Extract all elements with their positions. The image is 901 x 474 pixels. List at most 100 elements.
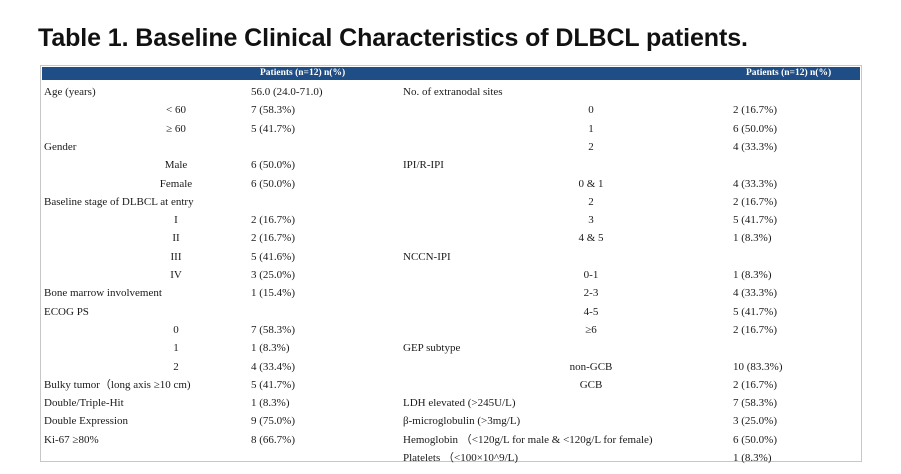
left-row-label: 0	[173, 323, 179, 336]
right-row-label: 4 & 5	[578, 232, 604, 245]
left-row-label: Female	[159, 177, 193, 190]
left-row-label: 2	[173, 360, 179, 373]
right-row-value: 5 (41.7%)	[733, 214, 777, 227]
table-row: III 5 (41.6%) NCCN-IPI	[41, 248, 861, 266]
right-row-label: 1	[588, 122, 594, 135]
left-row-label: Ki-67 ≥80%	[44, 433, 99, 446]
left-row-value: 7 (58.3%)	[251, 323, 295, 336]
right-row-value: 6 (50.0%)	[733, 433, 777, 446]
right-row-value: 7 (58.3%)	[733, 397, 777, 410]
table-row: ≥ 60 5 (41.7%) 1 6 (50.0%)	[41, 120, 861, 138]
page-title: Table 1. Baseline Clinical Characteristi…	[38, 24, 748, 52]
left-col-header: Patients (n=12) n(%)	[260, 68, 346, 78]
right-row-value: 5 (41.7%)	[733, 305, 777, 318]
left-row-label: Bone marrow involvement	[44, 287, 162, 300]
right-row-value: 1 (8.3%)	[733, 452, 772, 464]
table-row: 1 1 (8.3%) GEP subtype	[41, 339, 861, 357]
table-row: ECOG PS 4-5 5 (41.7%)	[41, 303, 861, 321]
table-row: Double Expression 9 (75.0%) β-microglobuli…	[41, 412, 861, 430]
right-row-label: β-microglobulin (>3mg/L)	[403, 415, 521, 428]
left-row-value: 5 (41.7%)	[251, 378, 295, 391]
left-row-value: 56.0 (24.0-71.0)	[251, 86, 323, 98]
right-row-value: 4 (33.3%)	[733, 177, 777, 190]
right-row-value: 10 (83.3%)	[733, 360, 783, 373]
left-row-value: 4 (33.4%)	[251, 360, 295, 373]
left-row-value: 7 (58.3%)	[251, 104, 295, 117]
left-row-label: Double/Triple-Hit	[44, 397, 124, 410]
left-row-value: 3 (25.0%)	[251, 269, 295, 281]
right-row-label: IPI/R-IPI	[403, 159, 444, 172]
right-row-label: No. of extranodal sites	[403, 86, 503, 98]
left-row-label: < 60	[166, 104, 186, 117]
left-row-label: Bulky tumor（long axis ≥10 cm)	[44, 378, 191, 391]
left-row-label: IV	[170, 269, 182, 281]
right-row-label: 2-3	[583, 287, 599, 300]
left-row-value: 6 (50.0%)	[251, 159, 295, 172]
left-row-label: II	[172, 232, 180, 245]
right-row-value: 2 (16.7%)	[733, 378, 777, 391]
right-row-value: 4 (33.3%)	[733, 287, 777, 300]
table-row: Baseline stage of DLBCL at entry 2 2 (16.7…	[41, 193, 861, 211]
left-row-label: I	[174, 214, 178, 227]
left-row-label: III	[170, 250, 182, 263]
right-row-label: 3	[588, 214, 594, 227]
left-row-label: ≥ 60	[166, 122, 186, 135]
right-row-label: 0 & 1	[578, 177, 604, 190]
table-row: II 2 (16.7%) 4 & 5 1 (8.3%)	[41, 229, 861, 247]
right-row-value: 6 (50.0%)	[733, 122, 777, 135]
table-row: Bone marrow involvement 1 (15.4%) 2-3 4 (33…	[41, 284, 861, 302]
left-row-value: 1 (8.3%)	[251, 397, 290, 410]
right-row-label: 0-1	[583, 269, 599, 281]
right-row-value: 3 (25.0%)	[733, 415, 777, 428]
left-row-value: 5 (41.6%)	[251, 250, 295, 263]
characteristics-table: Patients (n=12) n(%) Patients (n=12) n(%…	[40, 65, 862, 464]
table-row: 2 4 (33.4%) non-GCB 10 (83.3%)	[41, 358, 861, 376]
left-row-label: Age (years)	[44, 86, 96, 98]
left-row-value: 2 (16.7%)	[251, 214, 295, 227]
left-row-value: 2 (16.7%)	[251, 232, 295, 245]
left-row-value: 9 (75.0%)	[251, 415, 295, 428]
table-row: Age (years) 56.0 (24.0-71.0) No. of extran…	[41, 83, 861, 101]
left-row-value: 5 (41.7%)	[251, 122, 295, 135]
table-row: 0 7 (58.3%) ≥6 2 (16.7%)	[41, 321, 861, 339]
left-row-value: 1 (15.4%)	[251, 287, 295, 300]
right-row-label: 0	[588, 104, 594, 117]
right-col-header: Patients (n=12) n(%)	[746, 68, 832, 78]
left-row-value: 8 (66.7%)	[251, 433, 295, 446]
left-row-value: 1 (8.3%)	[251, 342, 290, 355]
table-row: IV 3 (25.0%) 0-1 1 (8.3%)	[41, 266, 861, 284]
table-row: Platelets （<100×10^9/L) 1 (8.3%)	[41, 449, 861, 467]
table-row: Ki-67 ≥80% 8 (66.7%) Hemoglobin （<120g/L f…	[41, 431, 861, 449]
right-row-label: Platelets （<100×10^9/L)	[403, 452, 519, 464]
table-row: Male 6 (50.0%) IPI/R-IPI	[41, 156, 861, 174]
table-row: I 2 (16.7%) 3 5 (41.7%)	[41, 211, 861, 229]
table-row: < 60 7 (58.3%) 0 2 (16.7%)	[41, 101, 861, 119]
left-row-label: Baseline stage of DLBCL at entry	[44, 195, 194, 208]
right-row-label: Hemoglobin （<120g/L for male & <120g/L f…	[403, 433, 653, 446]
table-row: Female 6 (50.0%) 0 & 1 4 (33.3%)	[41, 175, 861, 193]
left-row-label: Gender	[44, 140, 77, 153]
right-row-label: 2	[588, 140, 594, 153]
right-row-label: non-GCB	[569, 360, 613, 373]
right-row-value: 2 (16.7%)	[733, 195, 777, 208]
right-row-label: LDH elevated (>245U/L)	[403, 397, 516, 410]
right-row-label: ≥6	[585, 323, 597, 336]
right-row-value: 1 (8.3%)	[733, 269, 772, 281]
left-row-value: 6 (50.0%)	[251, 177, 295, 190]
left-row-label: Double Expression	[44, 415, 129, 428]
right-row-label: 4-5	[583, 305, 599, 318]
table-row: Double/Triple-Hit 1 (8.3%) LDH elevated (>…	[41, 394, 861, 412]
table-row: Bulky tumor（long axis ≥10 cm) 5 (41.7%) GC…	[41, 376, 861, 394]
right-row-value: 1 (8.3%)	[733, 232, 772, 245]
table-header-bar: Patients (n=12) n(%) Patients (n=12) n(%…	[42, 67, 860, 80]
right-row-label: GEP subtype	[403, 342, 461, 355]
right-row-value: 2 (16.7%)	[733, 104, 777, 117]
right-row-value: 2 (16.7%)	[733, 323, 777, 336]
right-row-value: 4 (33.3%)	[733, 140, 777, 153]
right-row-label: NCCN-IPI	[403, 250, 451, 263]
right-row-label: 2	[588, 195, 594, 208]
left-row-label: Male	[164, 159, 188, 172]
left-row-label: ECOG PS	[44, 305, 89, 318]
table-row: Gender 2 4 (33.3%)	[41, 138, 861, 156]
left-row-label: 1	[173, 342, 179, 355]
